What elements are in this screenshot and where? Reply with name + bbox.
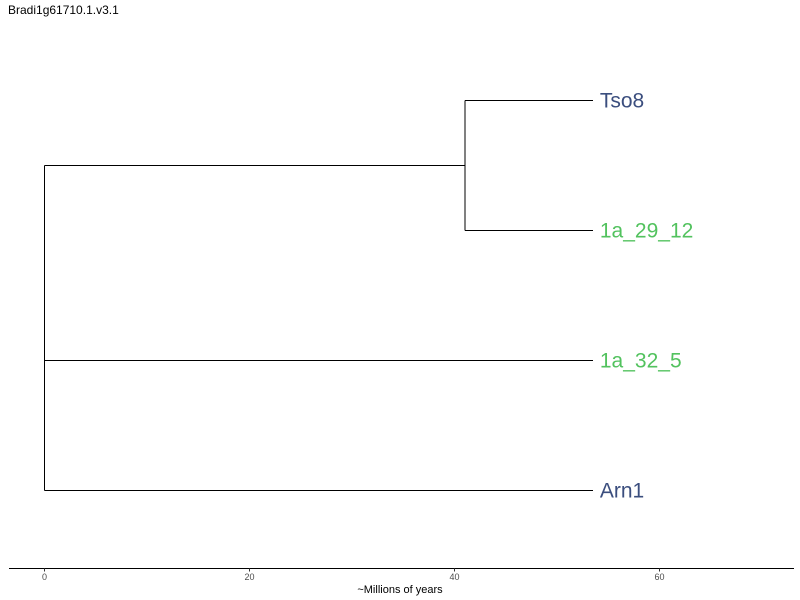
leaf-label-3: Arn1 <box>600 480 644 503</box>
leaf-label-1: 1a_29_12 <box>600 220 693 243</box>
axis-tick-label-2: 40 <box>449 572 459 582</box>
leaf-label-0: Tso8 <box>600 90 644 113</box>
leaf-label-2: 1a_32_5 <box>600 350 682 373</box>
axis-title: ~Millions of years <box>357 584 443 596</box>
time-axis: 0 20 40 60 ~Millions of years <box>9 568 794 596</box>
axis-tick-label-1: 20 <box>244 572 254 582</box>
tree-branches <box>44 100 593 491</box>
axis-ticks: 0 20 40 60 <box>42 568 665 582</box>
tree-title: Bradi1g61710.1.v3.1 <box>8 3 119 17</box>
axis-tick-label-0: 0 <box>42 572 47 582</box>
axis-tick-label-3: 60 <box>654 572 664 582</box>
leaf-labels: Tso8 1a_29_12 1a_32_5 Arn1 <box>600 90 693 503</box>
